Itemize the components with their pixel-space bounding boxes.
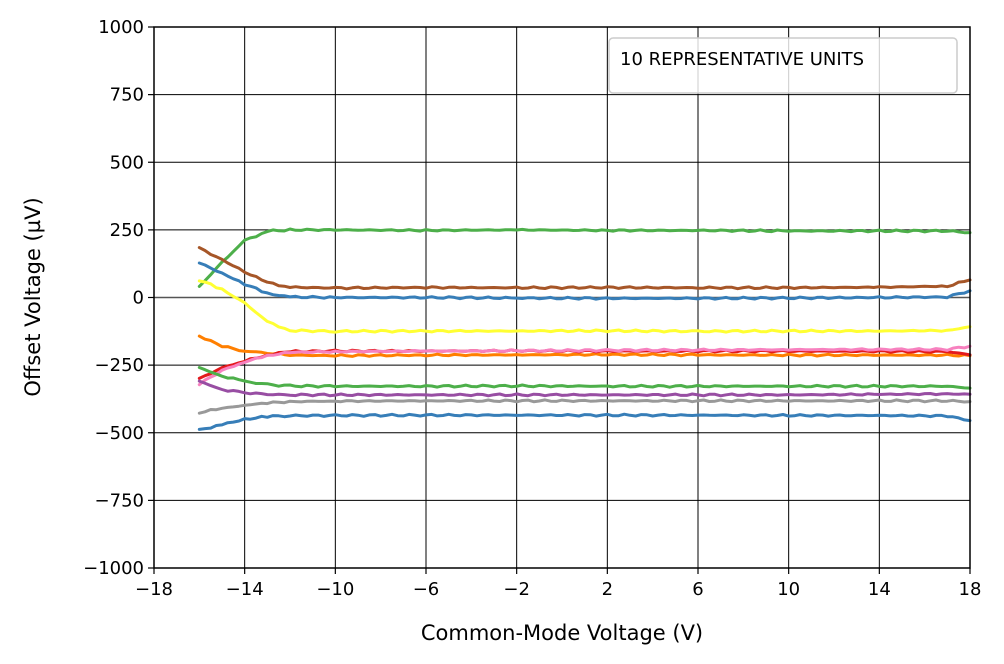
series-line: [197, 344, 972, 387]
series-line: [197, 279, 972, 334]
y-tick-label: −750: [95, 490, 144, 511]
x-tick-label: −2: [503, 579, 530, 600]
x-tick-label: 14: [868, 579, 891, 600]
legend-box: [608, 37, 958, 94]
series-line: [197, 412, 972, 431]
x-axis-ticks: −18 −14 −10 −6 −2 2 6 10 14 18: [135, 568, 981, 600]
series-line: [197, 398, 972, 415]
series-line: [197, 379, 972, 398]
series-line: [197, 366, 972, 390]
y-tick-label: −1000: [83, 558, 144, 579]
legend: 10 REPRESENTATIVE UNITS: [608, 37, 958, 94]
x-tick-label: −6: [413, 579, 440, 600]
x-tick-label: 6: [692, 579, 703, 600]
x-tick-label: −18: [135, 579, 173, 600]
y-tick-label: −250: [95, 355, 144, 376]
series-line: [197, 261, 972, 301]
data-series: [197, 227, 972, 431]
y-tick-label: 750: [110, 85, 144, 106]
y-axis-title: Offset Voltage (µV): [21, 197, 45, 396]
legend-text: 10 REPRESENTATIVE UNITS: [620, 49, 864, 70]
series-line: [197, 227, 972, 288]
x-axis-title: Common-Mode Voltage (V): [421, 621, 703, 645]
x-tick-label: 10: [777, 579, 800, 600]
x-tick-label: 2: [602, 579, 613, 600]
x-tick-label: 18: [959, 579, 982, 600]
y-tick-label: 500: [110, 152, 144, 173]
x-tick-label: −14: [226, 579, 264, 600]
y-tick-label: 1000: [98, 17, 144, 38]
y-tick-label: 0: [133, 288, 144, 309]
series-line: [197, 246, 972, 291]
x-tick-label: −10: [316, 579, 354, 600]
y-tick-label: 250: [110, 220, 144, 241]
series-line: [197, 334, 972, 358]
y-tick-label: −500: [95, 423, 144, 444]
y-axis-ticks: 1000 750 500 250 0 −250 −500 −750 −1000: [83, 17, 154, 579]
